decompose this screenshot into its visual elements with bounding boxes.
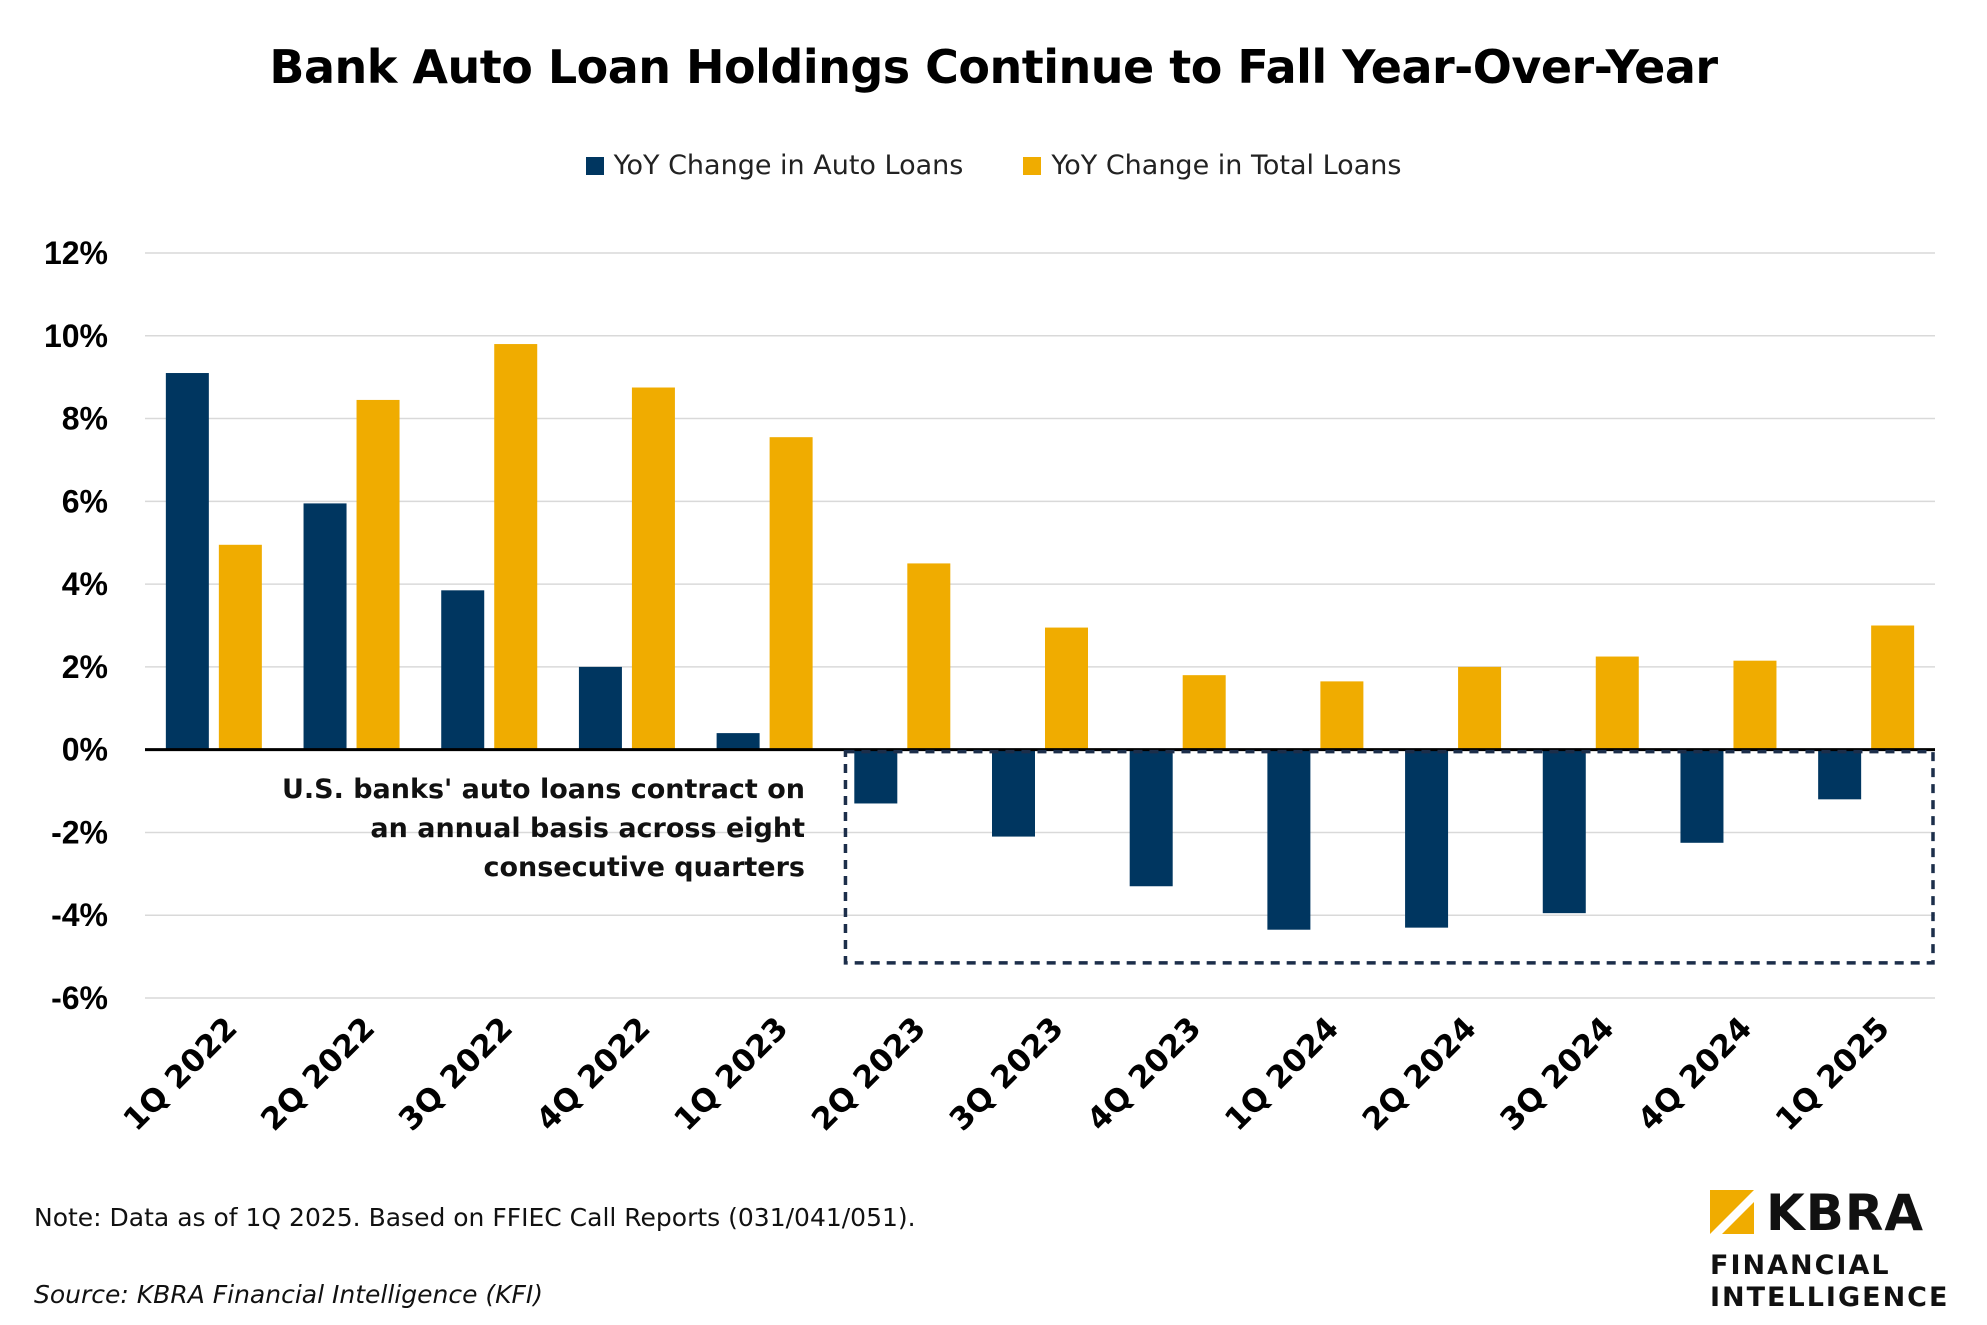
y-tick-label: 8% xyxy=(62,401,108,437)
bar-auto-loans xyxy=(1542,749,1586,914)
y-tick-label: -6% xyxy=(51,980,108,1016)
bar-total-loans xyxy=(907,563,951,750)
legend-label-total: YoY Change in Total Loans xyxy=(1051,150,1402,181)
annotation-line-2: an annual basis across eight xyxy=(370,813,805,844)
bar-total-loans xyxy=(1733,660,1777,750)
y-axis-ticks: 12% 10% 8% 6% 4% 2% 0% -2% -4% -6% xyxy=(44,235,108,1016)
bar-auto-loans xyxy=(716,733,760,750)
y-tick-label: 12% xyxy=(44,235,108,271)
highlight-box xyxy=(843,749,1935,965)
bar-auto-loans xyxy=(992,749,1035,837)
x-category-label: 1Q 2024 xyxy=(1218,1010,1346,1138)
bar-auto-loans xyxy=(854,749,898,804)
bar-auto-loans xyxy=(165,373,209,750)
bar-total-loans xyxy=(1458,666,1502,750)
x-category-label: 1Q 2022 xyxy=(117,1010,245,1138)
legend-item-auto: YoY Change in Auto Loans xyxy=(585,150,964,181)
bar-auto-loans xyxy=(303,503,347,750)
y-tick-label: -2% xyxy=(51,814,108,850)
kbra-logo: KBRA FINANCIAL INTELLIGENCE xyxy=(1710,1184,1980,1315)
x-category-label: 1Q 2025 xyxy=(1769,1010,1897,1138)
x-category-label: 2Q 2023 xyxy=(805,1010,933,1138)
highlight-box-outline xyxy=(843,749,1935,965)
bar-total-loans xyxy=(1871,625,1915,750)
x-category-label: 3Q 2022 xyxy=(392,1010,520,1138)
source-note: Source: KBRA Financial Intelligence (KFI… xyxy=(34,1280,544,1309)
bar-auto-loans xyxy=(1405,749,1449,928)
bar-auto-loans xyxy=(441,590,485,750)
y-tick-label: 4% xyxy=(62,566,108,602)
bar-total-loans xyxy=(1320,681,1364,750)
bar-auto-loans xyxy=(1129,749,1173,887)
chart-legend: YoY Change in Auto Loans YoY Change in T… xyxy=(0,150,1987,181)
logo-subtitle-line-2: INTELLIGENCE xyxy=(1710,1282,1950,1313)
y-tick-label: 2% xyxy=(62,649,108,685)
bar-total-loans xyxy=(769,437,813,750)
legend-swatch-auto xyxy=(585,156,604,175)
x-category-label: 1Q 2023 xyxy=(667,1010,795,1138)
kbra-logo-mark-icon xyxy=(1710,1190,1754,1234)
bar-auto-loans xyxy=(1267,749,1311,930)
logo-subtitle-line-1: FINANCIAL xyxy=(1710,1250,1891,1281)
bar-total-loans xyxy=(218,544,262,750)
bar-total-loans xyxy=(1182,675,1226,750)
bar-total-loans xyxy=(356,399,400,750)
legend-item-total: YoY Change in Total Loans xyxy=(1023,150,1401,181)
bar-total-loans xyxy=(1595,656,1639,750)
bar-chart: 12% 10% 8% 6% 4% 2% 0% -2% -4% -6% 1Q 2022 2Q 2022… xyxy=(44,235,1935,1138)
bar-total-loans xyxy=(494,344,538,750)
y-tick-label: 10% xyxy=(44,318,108,354)
bar-auto-loans xyxy=(1818,749,1862,800)
logo-wordmark: KBRA xyxy=(1766,1184,1925,1242)
x-category-label: 4Q 2022 xyxy=(530,1010,658,1138)
y-tick-label: 0% xyxy=(62,732,108,768)
annotation: U.S. banks' auto loans contract on an an… xyxy=(230,770,805,887)
x-category-label: 2Q 2024 xyxy=(1356,1010,1484,1138)
bar-auto-loans xyxy=(578,666,622,750)
footnote: Note: Data as of 1Q 2025. Based on FFIEC… xyxy=(34,1203,916,1232)
x-category-label: 3Q 2023 xyxy=(943,1010,1071,1138)
annotation-line-3: consecutive quarters xyxy=(483,852,805,883)
bar-total-loans xyxy=(1045,627,1088,750)
y-tick-label: 6% xyxy=(62,483,108,519)
annotation-line-1: U.S. banks' auto loans contract on xyxy=(281,774,805,805)
y-tick-label: -4% xyxy=(51,897,108,933)
x-axis-categories: 1Q 2022 2Q 2022 3Q 2022 4Q 2022 1Q 2023 2Q 20… xyxy=(117,1010,1897,1138)
x-category-label: 4Q 2023 xyxy=(1080,1010,1208,1138)
x-category-label: 3Q 2024 xyxy=(1493,1010,1621,1138)
bar-auto-loans xyxy=(1680,749,1724,843)
x-category-label: 4Q 2024 xyxy=(1631,1010,1759,1138)
bars xyxy=(165,344,1915,930)
legend-swatch-total xyxy=(1023,156,1042,175)
chart-title: Bank Auto Loan Holdings Continue to Fall… xyxy=(269,40,1718,94)
x-category-label: 2Q 2022 xyxy=(254,1010,382,1138)
legend-label-auto: YoY Change in Auto Loans xyxy=(613,150,964,181)
bar-total-loans xyxy=(631,387,675,750)
